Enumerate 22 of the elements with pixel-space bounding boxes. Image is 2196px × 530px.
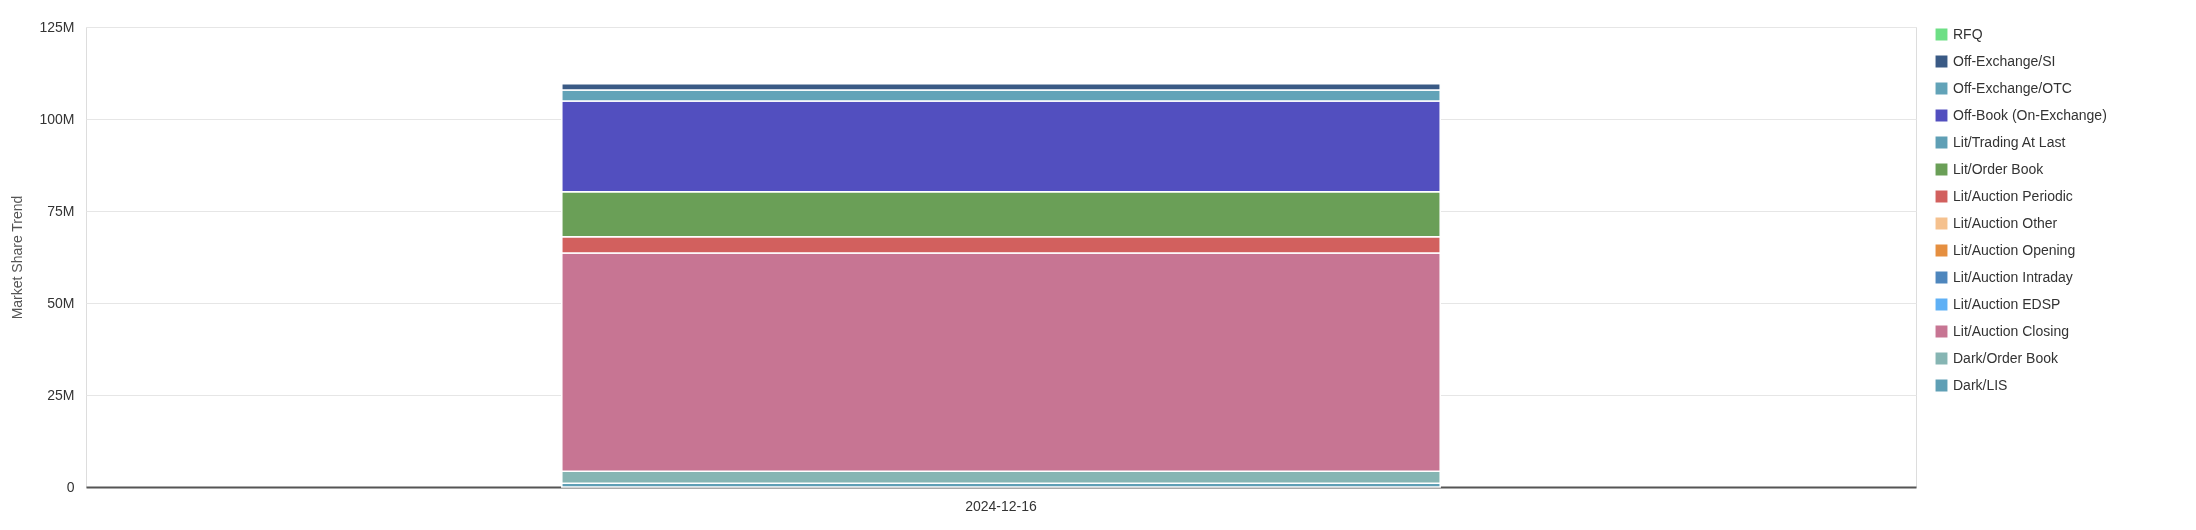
legend-label: Lit/Auction EDSP xyxy=(1953,295,2061,312)
x-tick-label: 2024-12-16 xyxy=(965,497,1038,514)
legend-label: Lit/Order Book xyxy=(1953,160,2045,177)
legend-label: Lit/Auction Other xyxy=(1953,214,2058,231)
legend-label: Lit/Auction Opening xyxy=(1953,241,2076,258)
legend-label: Lit/Auction Periodic xyxy=(1953,187,2073,204)
y-tick-label: 25M xyxy=(47,386,75,403)
legend-label: Lit/Trading At Last xyxy=(1953,133,2066,150)
legend-label: Dark/LIS xyxy=(1953,376,2008,393)
legend-label: Lit/Auction Intraday xyxy=(1953,268,2073,285)
legend-label: RFQ xyxy=(1953,25,1983,42)
y-axis-title: Market Share Trend xyxy=(9,195,26,320)
legend-label: Off-Exchange/OTC xyxy=(1953,79,2072,96)
legend-label: Lit/Auction Closing xyxy=(1953,322,2069,339)
y-tick-label: 75M xyxy=(47,202,75,219)
legend-label: Off-Exchange/SI xyxy=(1953,52,2056,69)
legend-label: Off-Book (On-Exchange) xyxy=(1953,106,2107,123)
y-tick-label: 0 xyxy=(66,478,75,495)
y-tick-label: 50M xyxy=(47,294,75,311)
legend-label: Dark/Order Book xyxy=(1953,349,2060,366)
y-tick-label: 125M xyxy=(39,18,75,35)
y-tick-label: 100M xyxy=(39,110,75,127)
